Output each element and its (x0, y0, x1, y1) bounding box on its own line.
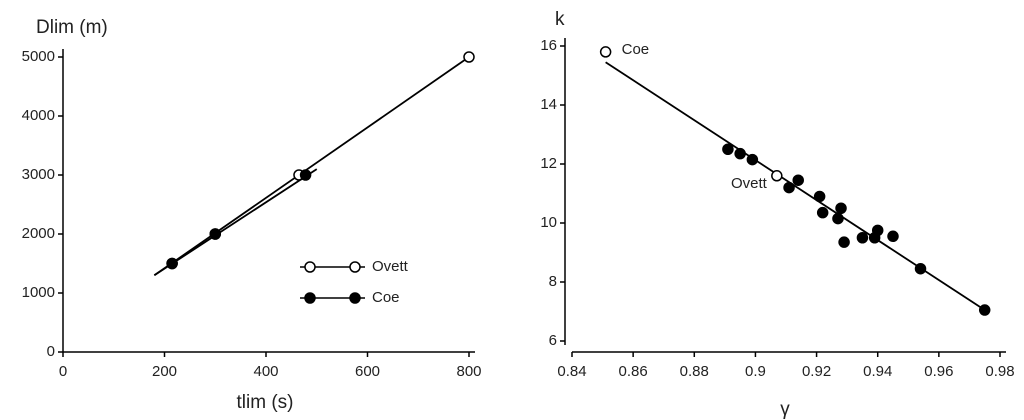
marker (299, 169, 312, 181)
x-axis-label: tlim (s) (237, 392, 294, 413)
marker (856, 232, 869, 244)
marker (813, 190, 826, 203)
marker (871, 224, 884, 237)
x-tick-label: 0.98 (985, 363, 1014, 380)
marker (792, 174, 804, 186)
marker (209, 228, 221, 240)
x-tick-label: 0.9 (745, 363, 766, 380)
x-tick-label: 0.88 (680, 363, 709, 380)
marker (816, 206, 829, 219)
annotation: Coe (622, 41, 650, 58)
x-tick-label: 0.96 (924, 363, 953, 380)
marker (914, 262, 927, 275)
y-tick-label: 1000 (22, 284, 55, 301)
y-tick-label: 3000 (22, 166, 55, 183)
marker (887, 230, 899, 243)
legend-label: Ovett (372, 258, 409, 275)
x-tick-label: 800 (456, 363, 481, 380)
y-tick-label: 8 (549, 273, 557, 290)
y-axis-label: Dlim (m) (36, 17, 108, 38)
y-tick-label: 10 (540, 214, 557, 231)
marker (722, 143, 734, 155)
marker (978, 304, 991, 316)
y-axis-label: k (555, 9, 565, 30)
marker (835, 202, 847, 214)
annotation: Ovett (731, 175, 768, 192)
marker (734, 147, 746, 160)
marker (463, 51, 475, 63)
legend-marker (304, 261, 316, 273)
legend-label: Coe (372, 289, 400, 306)
marker (832, 212, 844, 225)
marker (746, 153, 759, 166)
x-tick-label: 0.92 (802, 363, 831, 380)
marker (599, 46, 612, 58)
legend-marker (304, 292, 316, 304)
x-tick-label: 0.84 (557, 363, 586, 380)
x-tick-label: 0 (59, 363, 67, 380)
marker (783, 181, 795, 194)
fit-line (605, 61, 986, 311)
legend-marker (349, 292, 361, 304)
y-tick-label: 16 (540, 37, 557, 54)
x-tick-label: 600 (355, 363, 380, 380)
y-tick-label: 14 (540, 96, 557, 113)
y-tick-label: 4000 (22, 107, 55, 124)
x-tick-label: 0.94 (863, 363, 892, 380)
x-tick-label: 400 (253, 363, 278, 380)
marker (166, 257, 178, 270)
fit-line (153, 168, 318, 277)
marker (771, 170, 783, 182)
x-axis-label: γ (780, 399, 790, 420)
fit-line (153, 56, 470, 277)
x-tick-label: 200 (152, 363, 177, 380)
y-tick-label: 12 (540, 155, 557, 172)
y-tick-label: 6 (549, 332, 557, 349)
y-tick-label: 2000 (22, 225, 55, 242)
marker (838, 236, 850, 248)
y-tick-label: 5000 (22, 48, 55, 65)
y-tick-label: 0 (47, 343, 55, 360)
legend-marker (349, 261, 361, 273)
x-tick-label: 0.86 (619, 363, 648, 380)
